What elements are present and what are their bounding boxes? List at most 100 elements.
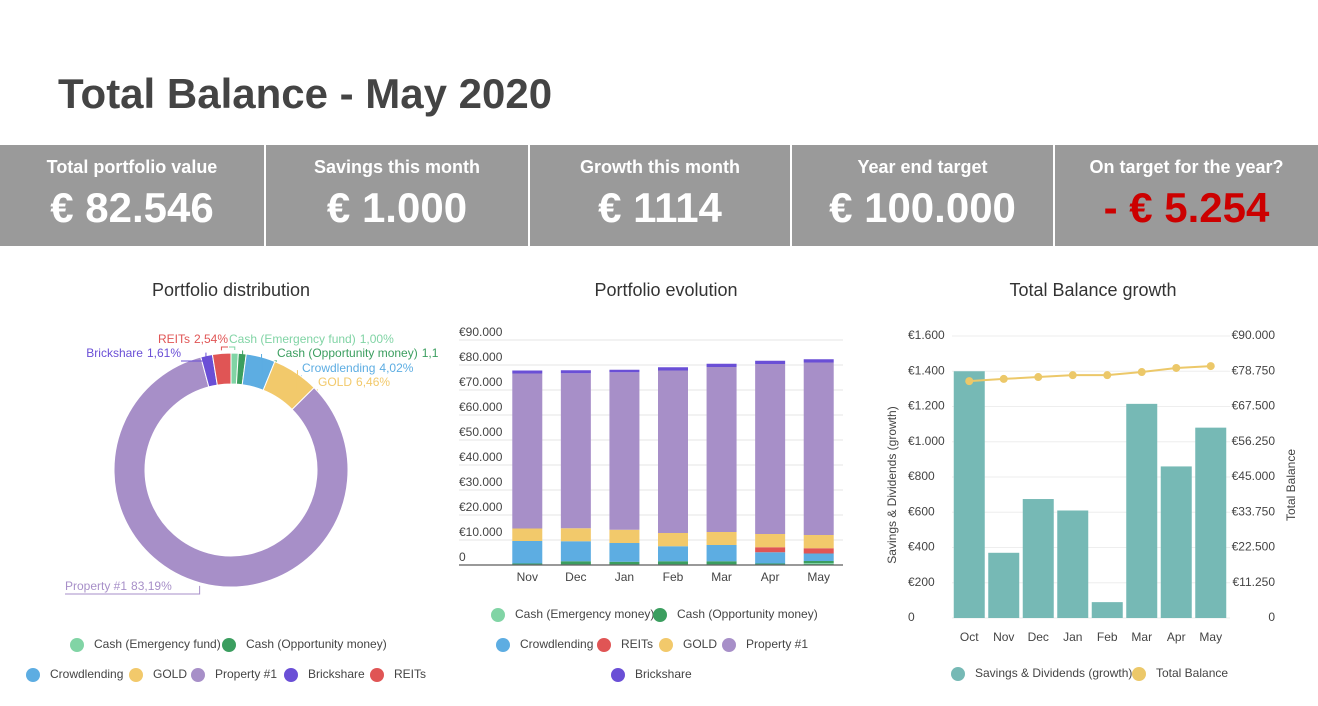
bar (1126, 403, 1158, 618)
legend-swatch (129, 668, 143, 682)
bar (1057, 510, 1089, 618)
kpi-value: € 82.546 (50, 184, 214, 231)
kpi-label: Year end target (857, 157, 988, 177)
slice-label: REITs 2,54% (158, 332, 228, 346)
y-tick-label: €90.000 (459, 325, 503, 339)
bar (988, 552, 1020, 618)
line-point (999, 374, 1008, 383)
bar-segment (803, 359, 834, 363)
chart-title: Portfolio distribution (152, 280, 310, 300)
leader-line (220, 346, 228, 351)
slice-name: Property #1 (65, 579, 127, 593)
line-point (1206, 362, 1215, 371)
slice-name: Brickshare (86, 346, 143, 360)
bar-segment (609, 369, 640, 373)
kpi-value: - € 5.254 (1103, 184, 1270, 231)
bar-segment (609, 561, 640, 565)
bar-segment (512, 528, 543, 541)
legend-swatch (26, 668, 40, 682)
slice-value: 83,19% (131, 579, 172, 593)
y-tick-label: 0 (908, 610, 915, 624)
kpi-label: On target for the year? (1089, 157, 1284, 177)
y2-tick-label: €56.250 (1232, 434, 1276, 448)
leader-line (229, 346, 236, 351)
bar-segment (803, 553, 834, 561)
bar-segment (803, 362, 834, 535)
slice-label: Brickshare 1,61% (86, 346, 181, 360)
legend-label: Cash (Opportunity money) (677, 607, 818, 621)
legend-label: REITs (394, 667, 426, 681)
y-tick-label: €50.000 (459, 425, 503, 439)
line-point (1103, 371, 1112, 380)
line-point (1137, 368, 1146, 377)
bar-segment (658, 370, 688, 533)
bar-segment (512, 373, 543, 529)
chart-title: Portfolio evolution (594, 280, 737, 300)
slice-value: 4,02% (379, 361, 413, 375)
pie-slice (211, 352, 232, 386)
legend-label: Cash (Emergency fund) (94, 637, 221, 651)
line-point (965, 377, 974, 386)
bar-segment (755, 534, 786, 548)
bar-segment (803, 561, 834, 563)
slice-name: Crowdlending (302, 361, 375, 375)
bar-segment (560, 541, 591, 562)
leader-line (181, 352, 207, 362)
y2-tick-label: €67.500 (1232, 399, 1276, 413)
legend-swatch (1132, 667, 1146, 681)
slice-name: Cash (Emergency fund) (229, 332, 356, 346)
bar-segment (755, 547, 786, 553)
kpi-value: € 1.000 (326, 184, 468, 231)
legend-label: Brickshare (308, 667, 365, 681)
kpi-value: € 100.000 (829, 184, 1016, 231)
line-point (1034, 373, 1043, 382)
y2-tick-label: €11.250 (1233, 575, 1276, 589)
slice-value: 1,1 (422, 346, 439, 360)
legend-label: Property #1 (215, 667, 277, 681)
x-tick-label: Dec (565, 570, 586, 584)
kpi-label: Growth this month (580, 157, 740, 177)
bar-segment (560, 561, 591, 565)
legend-label: Crowdlending (520, 637, 593, 651)
bar-segment (706, 532, 737, 545)
bar-segment (803, 563, 834, 565)
legend-swatch (659, 638, 673, 652)
y-tick-label: €800 (908, 469, 935, 483)
y-tick-label: €10.000 (459, 525, 503, 539)
bar-segment (755, 360, 786, 364)
legend-swatch (597, 638, 611, 652)
y2-tick-label: 0 (1268, 610, 1275, 624)
x-tick-label: Mar (1131, 630, 1152, 644)
x-tick-label: Apr (1167, 630, 1186, 644)
y-tick-label: €1.400 (908, 363, 945, 377)
legend-swatch (222, 638, 236, 652)
x-tick-label: Nov (517, 570, 538, 584)
y-tick-label: 0 (459, 550, 466, 564)
y-tick-label: €70.000 (459, 375, 503, 389)
y2-tick-label: €90.000 (1232, 328, 1276, 342)
legend-swatch (284, 668, 298, 682)
bar-segment (755, 552, 786, 564)
page-title: Total Balance - May 2020 (58, 70, 553, 117)
y-tick-label: €1.600 (908, 328, 945, 342)
x-tick-label: Nov (993, 630, 1014, 644)
y-tick-label: €1.000 (908, 434, 945, 448)
bar-segment (658, 533, 688, 547)
kpi-card: Savings this month € 1.000 (266, 145, 530, 246)
bar-segment (706, 363, 737, 367)
bar (953, 371, 985, 618)
kpi-label: Total portfolio value (46, 157, 218, 177)
x-tick-label: Feb (1097, 630, 1118, 644)
bar (1022, 499, 1054, 618)
bar-segment (706, 545, 737, 562)
bar-segment (706, 367, 737, 532)
kpi-card: Year end target € 100.000 (792, 145, 1055, 246)
pie-slice (113, 356, 349, 588)
y2-axis-title: Total Balance (1284, 449, 1298, 521)
bar-segment (803, 535, 834, 549)
y2-tick-label: €45.000 (1232, 469, 1276, 483)
bar-segment (706, 561, 737, 565)
legend-swatch (70, 638, 84, 652)
y-tick-label: €200 (908, 575, 935, 589)
slice-value: 6,46% (356, 375, 390, 389)
